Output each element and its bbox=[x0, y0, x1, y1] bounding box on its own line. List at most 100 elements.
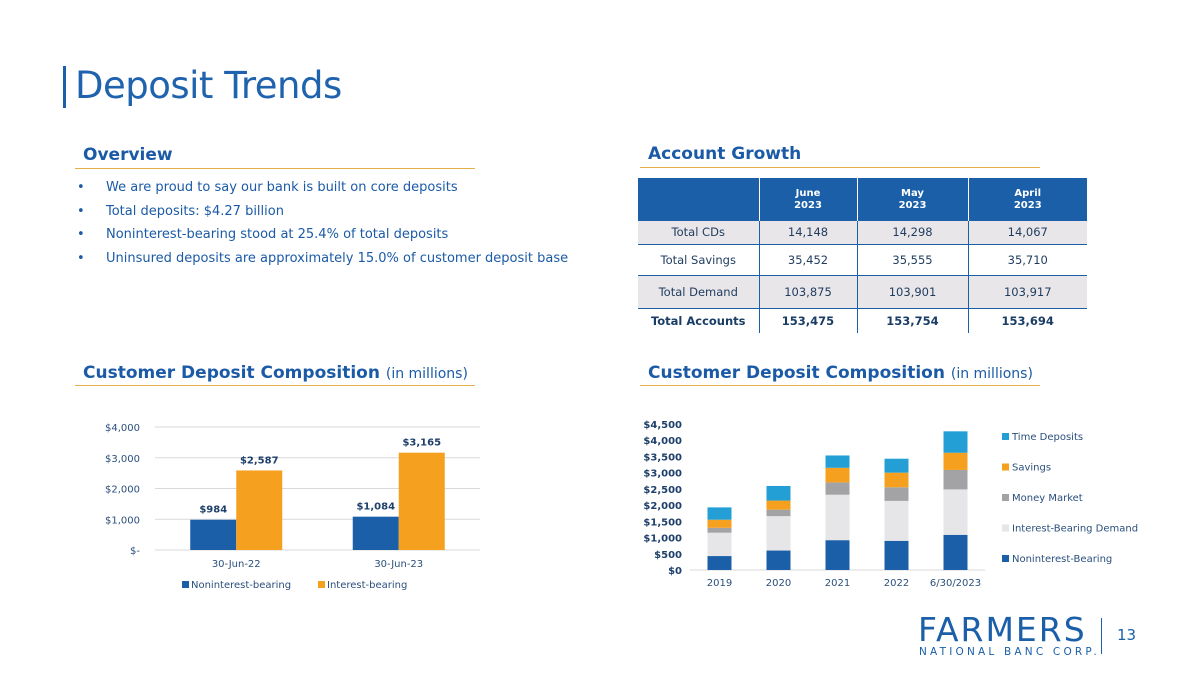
stack-segment bbox=[707, 519, 732, 528]
y-tick-label: $- bbox=[130, 546, 140, 557]
table-row: Total CDs 14,148 14,298 14,067 bbox=[638, 221, 1087, 245]
stack-segment bbox=[943, 489, 968, 535]
legend-swatch bbox=[1002, 524, 1009, 532]
table-header-blank bbox=[638, 178, 760, 221]
y-tick-label: $4,500 bbox=[643, 420, 682, 431]
legend-label: Interest-Bearing Demand bbox=[1012, 524, 1138, 535]
stack-segment bbox=[943, 534, 968, 570]
x-tick-label: 6/30/2023 bbox=[930, 578, 981, 589]
deposit-composition-stacked-chart: $0 $500 $1,000 $1,500 $2,000 $2,500 $3,000 $3,5… bbox=[643, 420, 1138, 589]
overview-bullet: • Noninterest-bearing stood at 25.4% of t… bbox=[77, 227, 568, 251]
logo-subtitle: NATIONAL BANC CORP. bbox=[919, 646, 1100, 658]
stack-segment bbox=[766, 550, 791, 570]
stack-segment bbox=[707, 527, 732, 533]
overview-rule bbox=[75, 168, 475, 169]
overview-bullet: • We are proud to say our bank is built o… bbox=[77, 180, 568, 204]
stack-segment bbox=[825, 540, 850, 570]
legend-swatch bbox=[182, 581, 189, 588]
account-growth-rule bbox=[640, 167, 1040, 168]
table-row-total: Total Accounts 153,475 153,754 153,694 bbox=[638, 308, 1087, 333]
stack-segment bbox=[825, 482, 850, 495]
table-header-may: May 2023 bbox=[857, 178, 969, 221]
y-tick-label: $3,000 bbox=[105, 454, 140, 465]
y-tick-label: $0 bbox=[668, 566, 682, 577]
overview-heading: Overview bbox=[83, 145, 173, 165]
bullet-dot: • bbox=[77, 250, 85, 266]
logo-separator bbox=[1101, 618, 1102, 654]
y-tick-label: $500 bbox=[654, 550, 682, 561]
legend-label: Savings bbox=[1012, 463, 1051, 474]
stack-segment bbox=[707, 532, 732, 557]
y-tick-label: $4,000 bbox=[643, 436, 682, 447]
bar bbox=[190, 519, 237, 550]
legend-swatch bbox=[1002, 433, 1009, 440]
stack-segment bbox=[825, 467, 850, 483]
stack-segment bbox=[943, 431, 968, 453]
stack-segment bbox=[884, 458, 909, 473]
composition-right-rule bbox=[640, 385, 1040, 386]
stack-segment bbox=[884, 487, 909, 501]
stack-segment bbox=[884, 500, 909, 541]
bar bbox=[236, 470, 283, 550]
table-row: Total Savings 35,452 35,555 35,710 bbox=[638, 244, 1087, 276]
y-tick-label: $1,500 bbox=[643, 517, 682, 528]
legend-label: Money Market bbox=[1012, 493, 1083, 504]
table-row: Total Demand 103,875 103,901 103,917 bbox=[638, 275, 1087, 309]
legend-label: Time Deposits bbox=[1011, 432, 1083, 443]
data-label: $2,587 bbox=[240, 455, 279, 466]
stack-segment bbox=[766, 516, 791, 551]
page-title: Deposit Trends bbox=[75, 64, 342, 107]
stack-segment bbox=[825, 455, 850, 468]
composition-right-heading: Customer Deposit Composition (in million… bbox=[648, 363, 1033, 383]
legend-swatch bbox=[1002, 463, 1009, 471]
data-label: $3,165 bbox=[402, 438, 441, 449]
legend-label: Noninterest-Bearing bbox=[1012, 554, 1112, 565]
legend-label: Interest-bearing bbox=[327, 580, 407, 591]
y-tick-label: $2,000 bbox=[643, 501, 682, 512]
legend-label: Noninterest-bearing bbox=[191, 580, 291, 591]
x-tick-label: 2020 bbox=[766, 578, 791, 589]
y-tick-label: $3,500 bbox=[643, 452, 682, 463]
bullet-dot: • bbox=[77, 180, 85, 195]
y-tick-label: $2,500 bbox=[643, 485, 682, 496]
bullet-dot: • bbox=[77, 203, 85, 219]
data-label: $984 bbox=[199, 505, 227, 516]
y-tick-label: $4,000 bbox=[105, 423, 140, 434]
legend-swatch bbox=[1002, 555, 1009, 562]
legend-swatch bbox=[1002, 494, 1009, 501]
overview-bullet: • Uninsured deposits are approximately 15… bbox=[77, 251, 568, 275]
stack-segment bbox=[943, 469, 968, 490]
stack-segment bbox=[884, 540, 909, 570]
x-tick-label: 30-Jun-22 bbox=[212, 559, 261, 570]
composition-left-rule bbox=[75, 385, 475, 386]
overview-bullets: • We are proud to say our bank is built o… bbox=[77, 180, 568, 274]
title-accent-bar bbox=[63, 66, 66, 108]
stack-segment bbox=[884, 472, 909, 488]
x-tick-label: 2021 bbox=[825, 578, 850, 589]
legend-swatch bbox=[318, 581, 325, 588]
table-header-june: June 2023 bbox=[759, 178, 858, 221]
bar bbox=[398, 452, 445, 550]
farmers-logo: FARMERS NATIONAL BANC CORP. bbox=[918, 610, 1097, 659]
composition-left-heading: Customer Deposit Composition (in million… bbox=[83, 363, 468, 383]
overview-bullet: • Total deposits: $4.27 billion bbox=[77, 204, 568, 228]
stack-segment bbox=[766, 509, 791, 517]
bullet-dot: • bbox=[77, 227, 85, 242]
y-tick-label: $1,000 bbox=[105, 515, 140, 526]
account-growth-heading: Account Growth bbox=[648, 144, 802, 164]
stack-segment bbox=[707, 556, 732, 570]
y-tick-label: $1,000 bbox=[643, 534, 682, 545]
page-number: 13 bbox=[1117, 626, 1137, 644]
table-header-april: April 2023 bbox=[968, 178, 1087, 221]
stack-segment bbox=[825, 494, 850, 541]
logo-wordmark: FARMERS bbox=[918, 610, 1087, 649]
x-tick-label: 2019 bbox=[707, 578, 732, 589]
x-tick-label: 2022 bbox=[884, 578, 909, 589]
y-tick-label: $3,000 bbox=[643, 469, 682, 480]
y-tick-label: $2,000 bbox=[105, 485, 140, 496]
account-growth-table: June 2023 May 2023 April 2023 Total CDs 14,… bbox=[638, 178, 1087, 333]
data-label: $1,084 bbox=[356, 502, 395, 513]
stack-segment bbox=[766, 500, 791, 510]
stack-segment bbox=[766, 485, 791, 501]
x-tick-label: 30-Jun-23 bbox=[374, 559, 423, 570]
